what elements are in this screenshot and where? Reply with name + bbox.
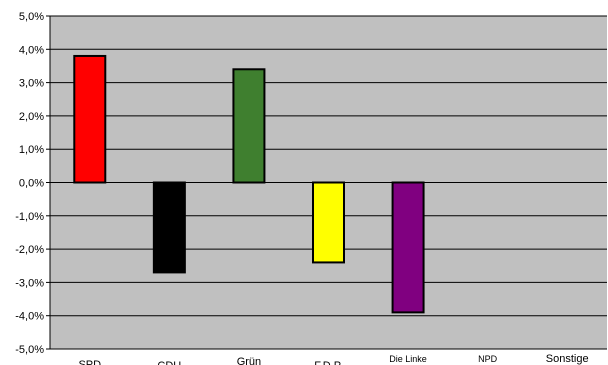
bars	[73, 54, 425, 314]
x-tick-label: F.D.P.	[314, 360, 343, 365]
bar-spd	[73, 54, 107, 184]
y-tick-label: 1,0%	[19, 144, 44, 156]
bar-f-d-p	[312, 181, 345, 264]
x-tick-label: Grün	[237, 356, 261, 365]
x-tick-label: NPD	[478, 354, 498, 364]
y-tick-label: -2,0%	[15, 244, 44, 256]
y-tick-label: 5,0%	[19, 11, 44, 23]
y-tick-label: -1,0%	[15, 211, 44, 223]
x-tick-label: Die Linke	[389, 354, 427, 364]
bar-gr-n	[232, 68, 266, 184]
bar-cdu	[152, 181, 186, 274]
x-tick-label: CDU	[157, 360, 181, 365]
bar-die-linke	[391, 181, 425, 314]
y-tick-label: -4,0%	[15, 311, 44, 323]
x-axis-labels: SPD CDU Grün F.D.P. Die Linke NPD Sonstige	[78, 353, 588, 365]
y-tick-label: -5,0%	[15, 344, 44, 356]
y-tick-label: 4,0%	[19, 44, 44, 56]
y-tick-label: 0,0%	[19, 178, 44, 190]
x-tick-label: Sonstige	[546, 353, 589, 365]
y-tick-label: 3,0%	[19, 78, 44, 90]
x-tick-label: SPD	[78, 359, 101, 365]
y-tick-label: -3,0%	[15, 277, 44, 289]
gridlines	[50, 15, 607, 350]
y-axis: 5,0% 4,0% 3,0% 2,0% 1,0% 0,0% -1,0% -2,0% -3,0% -…	[15, 11, 51, 356]
y-tick-label: 2,0%	[19, 111, 44, 123]
